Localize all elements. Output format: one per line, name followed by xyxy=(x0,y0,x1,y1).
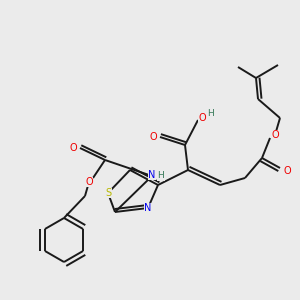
Text: N: N xyxy=(144,203,152,213)
Text: H: H xyxy=(158,172,164,181)
Text: O: O xyxy=(198,113,206,123)
Text: N: N xyxy=(148,170,156,180)
Text: O: O xyxy=(69,143,77,153)
Text: S: S xyxy=(105,188,111,198)
Text: O: O xyxy=(85,177,93,187)
Text: O: O xyxy=(283,166,291,176)
Text: O: O xyxy=(271,130,279,140)
Text: O: O xyxy=(149,132,157,142)
Text: H: H xyxy=(208,109,214,118)
